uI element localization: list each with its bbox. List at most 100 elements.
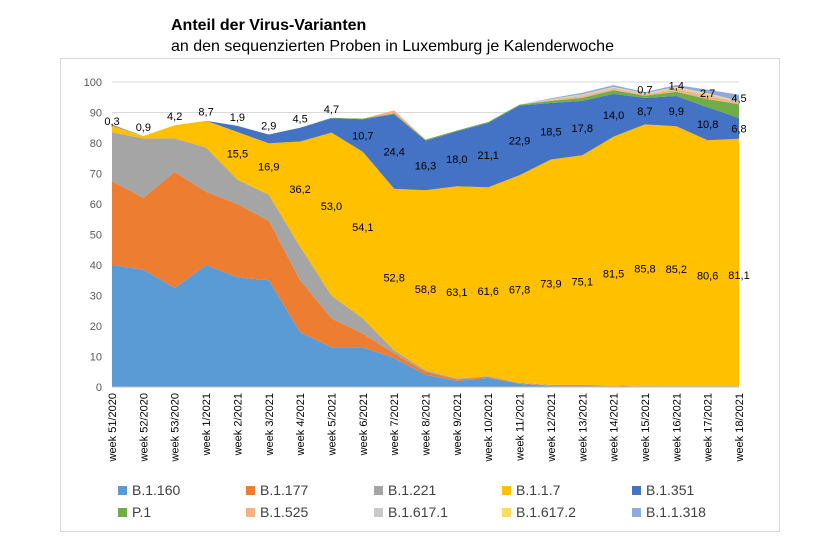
x-tick-label: week 11/2021 bbox=[515, 393, 527, 462]
y-tick-label: 40 bbox=[90, 260, 102, 272]
legend-swatch bbox=[118, 507, 127, 517]
data-label: 4,5 bbox=[292, 114, 307, 126]
x-tick-label: week 10/2021 bbox=[483, 393, 495, 463]
x-tick-label: week 8/2021 bbox=[421, 393, 433, 456]
legend-item: B.1.617.2 bbox=[502, 504, 576, 520]
legend-label: B.1.351 bbox=[646, 482, 695, 498]
data-label: 58,8 bbox=[415, 284, 436, 296]
chart-title: Anteil der Virus-Varianten bbox=[171, 17, 367, 34]
data-label: 14,0 bbox=[603, 110, 624, 122]
data-label: 8,7 bbox=[198, 107, 213, 119]
data-label: 52,8 bbox=[383, 273, 404, 285]
x-tick-label: week 15/2021 bbox=[640, 393, 652, 463]
data-label: 85,8 bbox=[634, 263, 655, 275]
data-label: 81,5 bbox=[603, 268, 624, 280]
data-label: 4,2 bbox=[167, 111, 182, 123]
data-label: 8,7 bbox=[637, 106, 652, 118]
data-label: 16,3 bbox=[415, 160, 436, 172]
x-tick-label: week 1/2021 bbox=[201, 393, 213, 456]
data-label: 1,4 bbox=[669, 81, 684, 93]
legend-label: B.1.525 bbox=[260, 504, 309, 520]
y-tick-label: 50 bbox=[90, 230, 102, 242]
data-label: 67,8 bbox=[509, 284, 530, 296]
data-label: 21,1 bbox=[477, 150, 498, 162]
legend-label: B.1.177 bbox=[260, 482, 309, 498]
data-label: 22,9 bbox=[509, 135, 530, 147]
legend-label: P.1 bbox=[132, 504, 152, 520]
area-b-1-221 bbox=[112, 132, 739, 387]
data-label: 18,0 bbox=[446, 154, 467, 166]
data-label: 2,9 bbox=[261, 120, 276, 132]
x-tick-label: week 13/2021 bbox=[577, 393, 589, 463]
data-label: 53,0 bbox=[321, 201, 342, 213]
legend-swatch bbox=[246, 507, 255, 517]
x-tick-label: week 4/2021 bbox=[295, 393, 307, 456]
legend-label: B.1.617.2 bbox=[516, 504, 576, 520]
area-b-1-177 bbox=[112, 172, 739, 387]
y-tick-label: 30 bbox=[90, 291, 102, 303]
y-tick-label: 10 bbox=[90, 352, 102, 364]
data-label: 17,8 bbox=[572, 123, 593, 135]
legend-swatch bbox=[632, 507, 641, 517]
x-tick-label: week 14/2021 bbox=[609, 393, 621, 463]
legend-item: B.1.160 bbox=[118, 482, 180, 498]
y-tick-label: 80 bbox=[90, 138, 102, 150]
area-p-1 bbox=[112, 90, 739, 141]
legend-swatch bbox=[632, 485, 641, 495]
legend-item: B.1.221 bbox=[374, 482, 436, 498]
data-label: 9,9 bbox=[669, 106, 684, 118]
legend-item: B.1.617.1 bbox=[374, 504, 448, 520]
data-label: 75,1 bbox=[572, 277, 593, 289]
legend-item: B.1.351 bbox=[632, 482, 694, 498]
data-label: 4,7 bbox=[324, 104, 339, 116]
x-tick-label: week 17/2021 bbox=[703, 393, 715, 463]
x-tick-label: week 7/2021 bbox=[389, 393, 401, 456]
x-tick-label: week 6/2021 bbox=[358, 393, 370, 456]
data-label: 85,2 bbox=[666, 264, 687, 276]
legend-item: B.1.1.318 bbox=[632, 504, 706, 520]
x-tick-label: week 2/2021 bbox=[232, 393, 244, 456]
legend-item: B.1.1.7 bbox=[502, 482, 560, 498]
y-tick-label: 100 bbox=[84, 77, 102, 89]
x-tick-label: week 3/2021 bbox=[264, 393, 276, 456]
x-tick-label: week 18/2021 bbox=[734, 393, 746, 463]
chart-title-block: Anteil der Virus-Varianten an den sequen… bbox=[171, 16, 614, 57]
legend-swatch bbox=[502, 507, 511, 517]
legend-swatch bbox=[374, 485, 383, 495]
chart-frame bbox=[60, 58, 780, 532]
data-label: 6,8 bbox=[731, 123, 746, 135]
data-label: 61,6 bbox=[477, 286, 498, 298]
x-tick-label: week 9/2021 bbox=[452, 393, 464, 456]
data-label: 18,5 bbox=[540, 126, 561, 138]
data-label: 16,9 bbox=[258, 162, 279, 174]
data-label: 54,1 bbox=[352, 222, 373, 234]
x-tick-label: week 53/2020 bbox=[170, 393, 182, 463]
data-label: 81,1 bbox=[728, 270, 749, 282]
area-b-1-160 bbox=[112, 265, 739, 387]
data-label: 15,5 bbox=[227, 148, 248, 160]
x-tick-label: week 5/2021 bbox=[326, 393, 338, 456]
data-label: 1,9 bbox=[230, 112, 245, 124]
legend-label: B.1.617.1 bbox=[388, 504, 448, 520]
y-tick-label: 90 bbox=[90, 108, 102, 120]
legend-item: B.1.525 bbox=[246, 504, 308, 520]
area-b-1-1-7 bbox=[112, 120, 739, 387]
data-label: 0,7 bbox=[637, 85, 652, 97]
legend-swatch bbox=[502, 485, 511, 495]
x-tick-label: week 51/2020 bbox=[107, 393, 119, 463]
data-label: 0,3 bbox=[104, 116, 119, 128]
legend-swatch bbox=[118, 485, 127, 495]
data-label: 73,9 bbox=[540, 278, 561, 290]
y-tick-label: 20 bbox=[90, 321, 102, 333]
legend-label: B.1.160 bbox=[132, 482, 181, 498]
x-tick-label: week 52/2020 bbox=[138, 393, 150, 463]
data-label: 63,1 bbox=[446, 287, 467, 299]
data-label: 0,9 bbox=[136, 122, 151, 134]
data-label: 2,7 bbox=[700, 88, 715, 100]
x-tick-label: week 16/2021 bbox=[671, 393, 683, 463]
data-label: 36,2 bbox=[289, 184, 310, 196]
legend-label: B.1.1.7 bbox=[516, 482, 561, 498]
y-tick-label: 60 bbox=[90, 199, 102, 211]
y-tick-label: 0 bbox=[96, 382, 102, 394]
